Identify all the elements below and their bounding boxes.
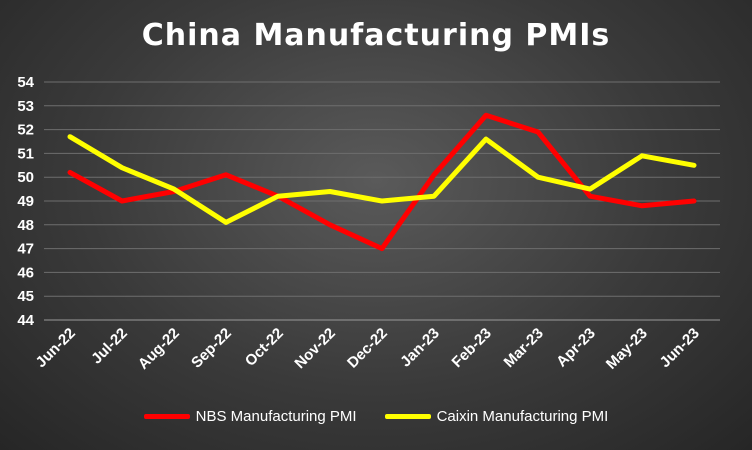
series-lines [67,112,697,252]
x-tick-label: Aug-22 [135,325,183,373]
y-tick-label: 51 [17,145,34,162]
x-tick-label: Apr-23 [553,325,599,371]
grid-lines [44,81,720,321]
x-tick-label: Mar-23 [501,325,547,371]
y-tick-label: 49 [17,193,34,210]
chart-title: China Manufacturing PMIs [141,18,611,53]
x-tick-label: Sep-22 [188,325,235,372]
y-tick-label: 45 [17,288,34,305]
y-tick-label: 47 [17,241,34,258]
x-tick-label: May-23 [603,325,651,373]
series-line-caixin [67,134,697,225]
x-tick-label: Jun-22 [33,325,79,371]
legend: NBS Manufacturing PMI Caixin Manufacturi… [0,408,752,425]
x-tick-label: Jul-22 [88,325,131,368]
x-tick-label: Dec-22 [344,325,391,372]
legend-swatch-caixin [384,414,431,419]
x-tick-label: Nov-22 [291,325,338,372]
legend-item-nbs: NBS Manufacturing PMI [143,408,357,425]
y-tick-label: 53 [17,98,34,115]
y-tick-label: 52 [17,122,34,139]
x-tick-label: Oct-22 [242,325,287,370]
y-tick-label: 54 [17,74,34,91]
x-tick-label: Jun-23 [657,325,703,371]
x-tick-label: Jan-23 [397,325,443,371]
x-axis-ticks: Jun-22 Jul-22 Aug-22 Sep-22 Oct-22 Nov-22 Dec-… [33,325,703,373]
legend-item-caixin: Caixin Manufacturing PMI [384,408,609,425]
y-axis-ticks: 44 45 46 47 48 49 50 51 52 53 54 [17,74,34,329]
y-tick-label: 50 [17,169,34,186]
y-tick-label: 48 [17,217,34,234]
x-tick-label: Feb-23 [449,325,495,371]
y-tick-label: 44 [17,312,34,329]
legend-label-nbs: NBS Manufacturing PMI [195,408,357,425]
y-tick-label: 46 [17,264,34,281]
legend-label-caixin: Caixin Manufacturing PMI [436,408,609,425]
legend-swatch-nbs [143,414,190,419]
